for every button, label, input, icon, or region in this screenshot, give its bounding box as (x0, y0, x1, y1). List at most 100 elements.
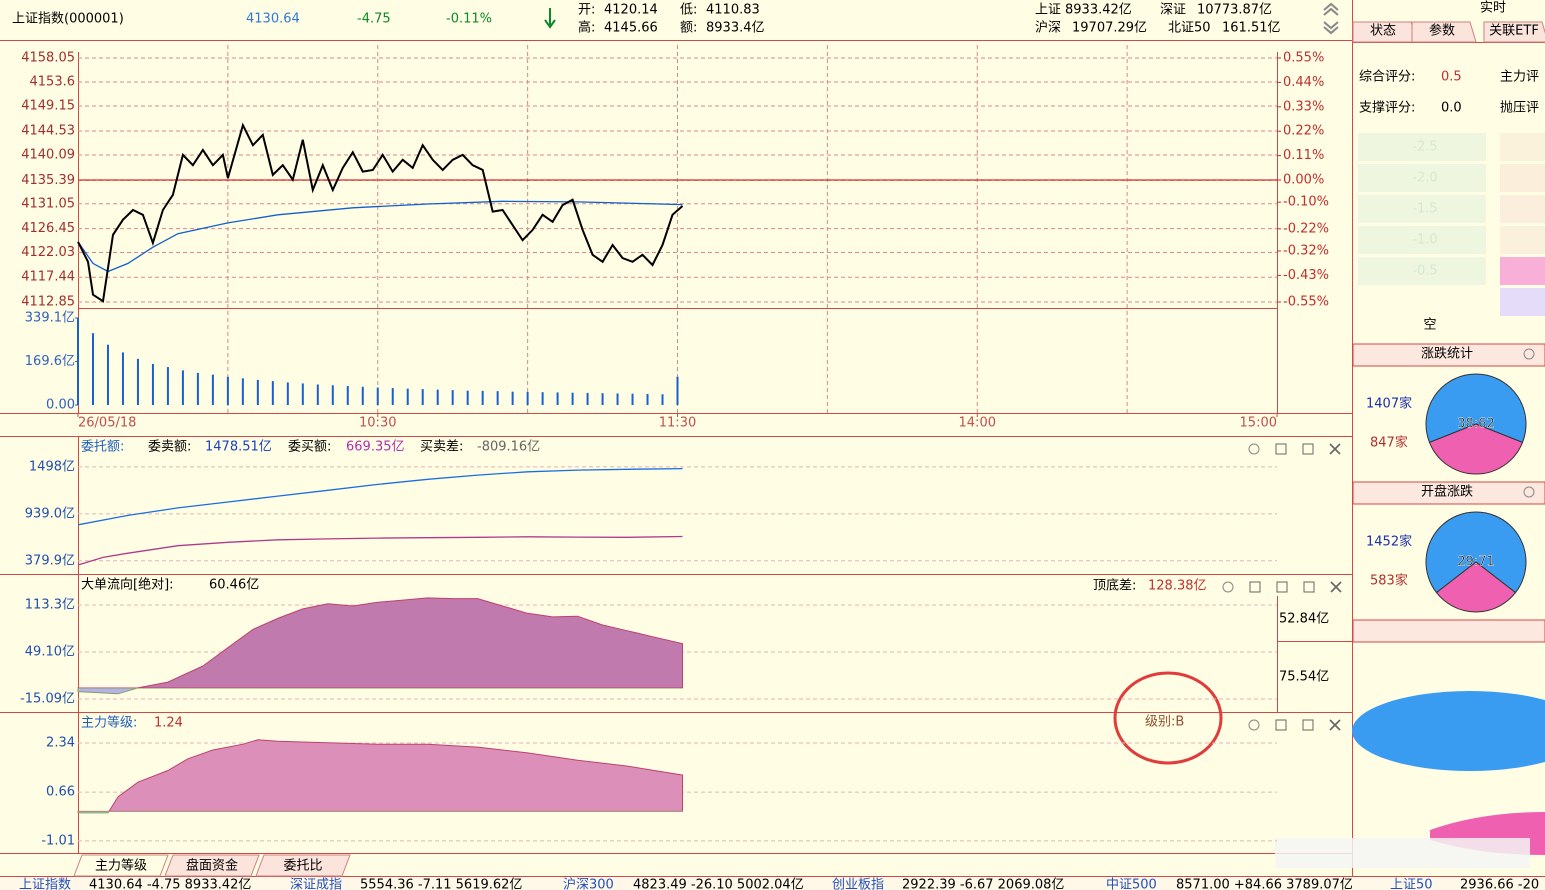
volume-bar (391, 388, 394, 405)
index-title: 上证指数(000001) (12, 12, 124, 27)
sidebar-tab[interactable] (1411, 21, 1477, 43)
scale-block (1500, 195, 1545, 223)
pie-title: 涨跌统计 (1421, 346, 1473, 362)
y2-tick-label: 0.33% (1283, 99, 1324, 114)
y2-tick-label: -0.10% (1283, 195, 1329, 210)
stat-label: 额: (680, 21, 697, 36)
status-name[interactable]: 上证50 (1390, 878, 1433, 890)
status-name[interactable]: 沪深300 (563, 877, 614, 890)
help-icon[interactable] (1222, 581, 1234, 593)
help-icon[interactable] (1248, 443, 1260, 455)
area-positive (77, 739, 684, 812)
scale-block (1500, 164, 1545, 192)
price-line (77, 122, 684, 303)
volume-bar (91, 333, 94, 405)
volume-bar (676, 376, 679, 405)
y-tick-label: 4122.03 (21, 245, 75, 260)
volume-bar (556, 392, 559, 405)
y-tick-label: 4117.44 (21, 270, 75, 285)
stat-value: 8933.4亿 (706, 21, 765, 36)
window-icon[interactable] (1302, 719, 1314, 731)
pie-down (1435, 561, 1517, 613)
change-pct: -0.11% (446, 12, 492, 27)
help-icon[interactable] (1523, 486, 1535, 498)
panel-tick-label: 939.0亿 (25, 506, 75, 521)
status-quote: 4823.49 -26.10 5002.04亿 (633, 878, 804, 890)
volume-bar (601, 393, 604, 405)
change: -4.75 (357, 12, 391, 27)
sidebar-tab-label[interactable]: 参数 (1429, 23, 1455, 39)
scale-block (1358, 226, 1486, 254)
stat-label: 开: (578, 3, 595, 18)
order-value: 669.35亿 (346, 440, 405, 455)
sidebar-band (1352, 619, 1545, 643)
tab-label[interactable]: 盘面资金 (186, 858, 238, 874)
window-icon[interactable] (1249, 581, 1261, 593)
status-quote: 5554.36 -7.11 5619.62亿 (360, 878, 522, 890)
y2-tick-label: 0.55% (1283, 51, 1324, 66)
window-icon[interactable] (1275, 443, 1287, 455)
volume-bar (121, 352, 124, 405)
sidebar-tab-label[interactable]: 关联ETF (1489, 24, 1539, 39)
y-tick-label: 4153.6 (30, 75, 76, 90)
stat-value: 4145.66 (604, 21, 658, 36)
scale-caption: 空 (1423, 318, 1436, 333)
tab-label[interactable]: 主力等级 (95, 858, 147, 874)
close-icon[interactable] (1329, 443, 1341, 455)
close-icon[interactable] (1329, 719, 1341, 731)
turnover-value: 19707.29亿 (1072, 21, 1147, 36)
annotation-circle (1113, 671, 1223, 765)
volume-bar (196, 372, 199, 405)
pie-header-bg (1352, 343, 1545, 367)
volume-bar (166, 367, 169, 405)
status-name[interactable]: 深证成指 (290, 878, 342, 890)
volume-bar (316, 384, 319, 405)
order-value: -809.16亿 (477, 440, 540, 455)
volume-bar (301, 383, 304, 405)
scale-label: -0.5 (1412, 264, 1437, 279)
order-sell-line (77, 467, 683, 526)
status-quote: 4130.64 -4.75 8933.42亿 (89, 878, 251, 890)
tab-label[interactable]: 委托比 (283, 859, 322, 874)
tab[interactable] (255, 854, 351, 877)
score-value: 0.5 (1441, 70, 1462, 85)
volume-bar (511, 391, 514, 405)
pie-up (1425, 511, 1527, 594)
sidebar-tab[interactable] (1483, 21, 1545, 43)
mode-label: 实时 (1480, 1, 1506, 16)
panel-tick-label: -15.09亿 (20, 691, 75, 706)
close-icon[interactable] (1330, 581, 1342, 593)
volume-bar (376, 387, 379, 405)
x-tick-label: 10:30 (359, 416, 396, 431)
tab[interactable] (164, 854, 260, 877)
y-tick-label: 4131.05 (21, 196, 75, 211)
window-icon[interactable] (1275, 719, 1287, 731)
order-label: 委卖额: (148, 440, 191, 455)
turnover-label: 深证 (1160, 3, 1186, 18)
panel-label: 大单流向[绝对]: (81, 577, 174, 593)
scale-block (1358, 164, 1486, 192)
panel-tick-label: 113.3亿 (25, 598, 75, 613)
y-tick-label: 4140.09 (21, 147, 75, 162)
pie-ratio: 29:71 (1457, 555, 1494, 570)
status-name[interactable]: 上证指数 (19, 878, 71, 890)
window-icon[interactable] (1276, 581, 1288, 593)
scroll-icon[interactable] (1323, 2, 1339, 35)
tab[interactable] (73, 854, 169, 877)
window-icon[interactable] (1302, 443, 1314, 455)
turnover-label: 上证 (1035, 3, 1061, 18)
window-icon[interactable] (1303, 581, 1315, 593)
status-name[interactable]: 创业板指 (832, 878, 884, 890)
help-icon[interactable] (1248, 719, 1260, 731)
sidebar-tab-label[interactable]: 状态 (1370, 24, 1396, 39)
volume-bar (226, 376, 229, 405)
help-icon[interactable] (1523, 348, 1535, 360)
scale-block (1358, 257, 1486, 285)
volume-tick-label: 339.1亿 (25, 311, 75, 326)
volume-bar (541, 392, 544, 405)
score-label: 支撑评分: (1359, 101, 1415, 116)
volume-bar (256, 379, 259, 405)
y2-tick-label: 0.00% (1283, 173, 1324, 188)
stat-label: 低: (680, 3, 697, 18)
status-name[interactable]: 中证500 (1106, 878, 1157, 890)
